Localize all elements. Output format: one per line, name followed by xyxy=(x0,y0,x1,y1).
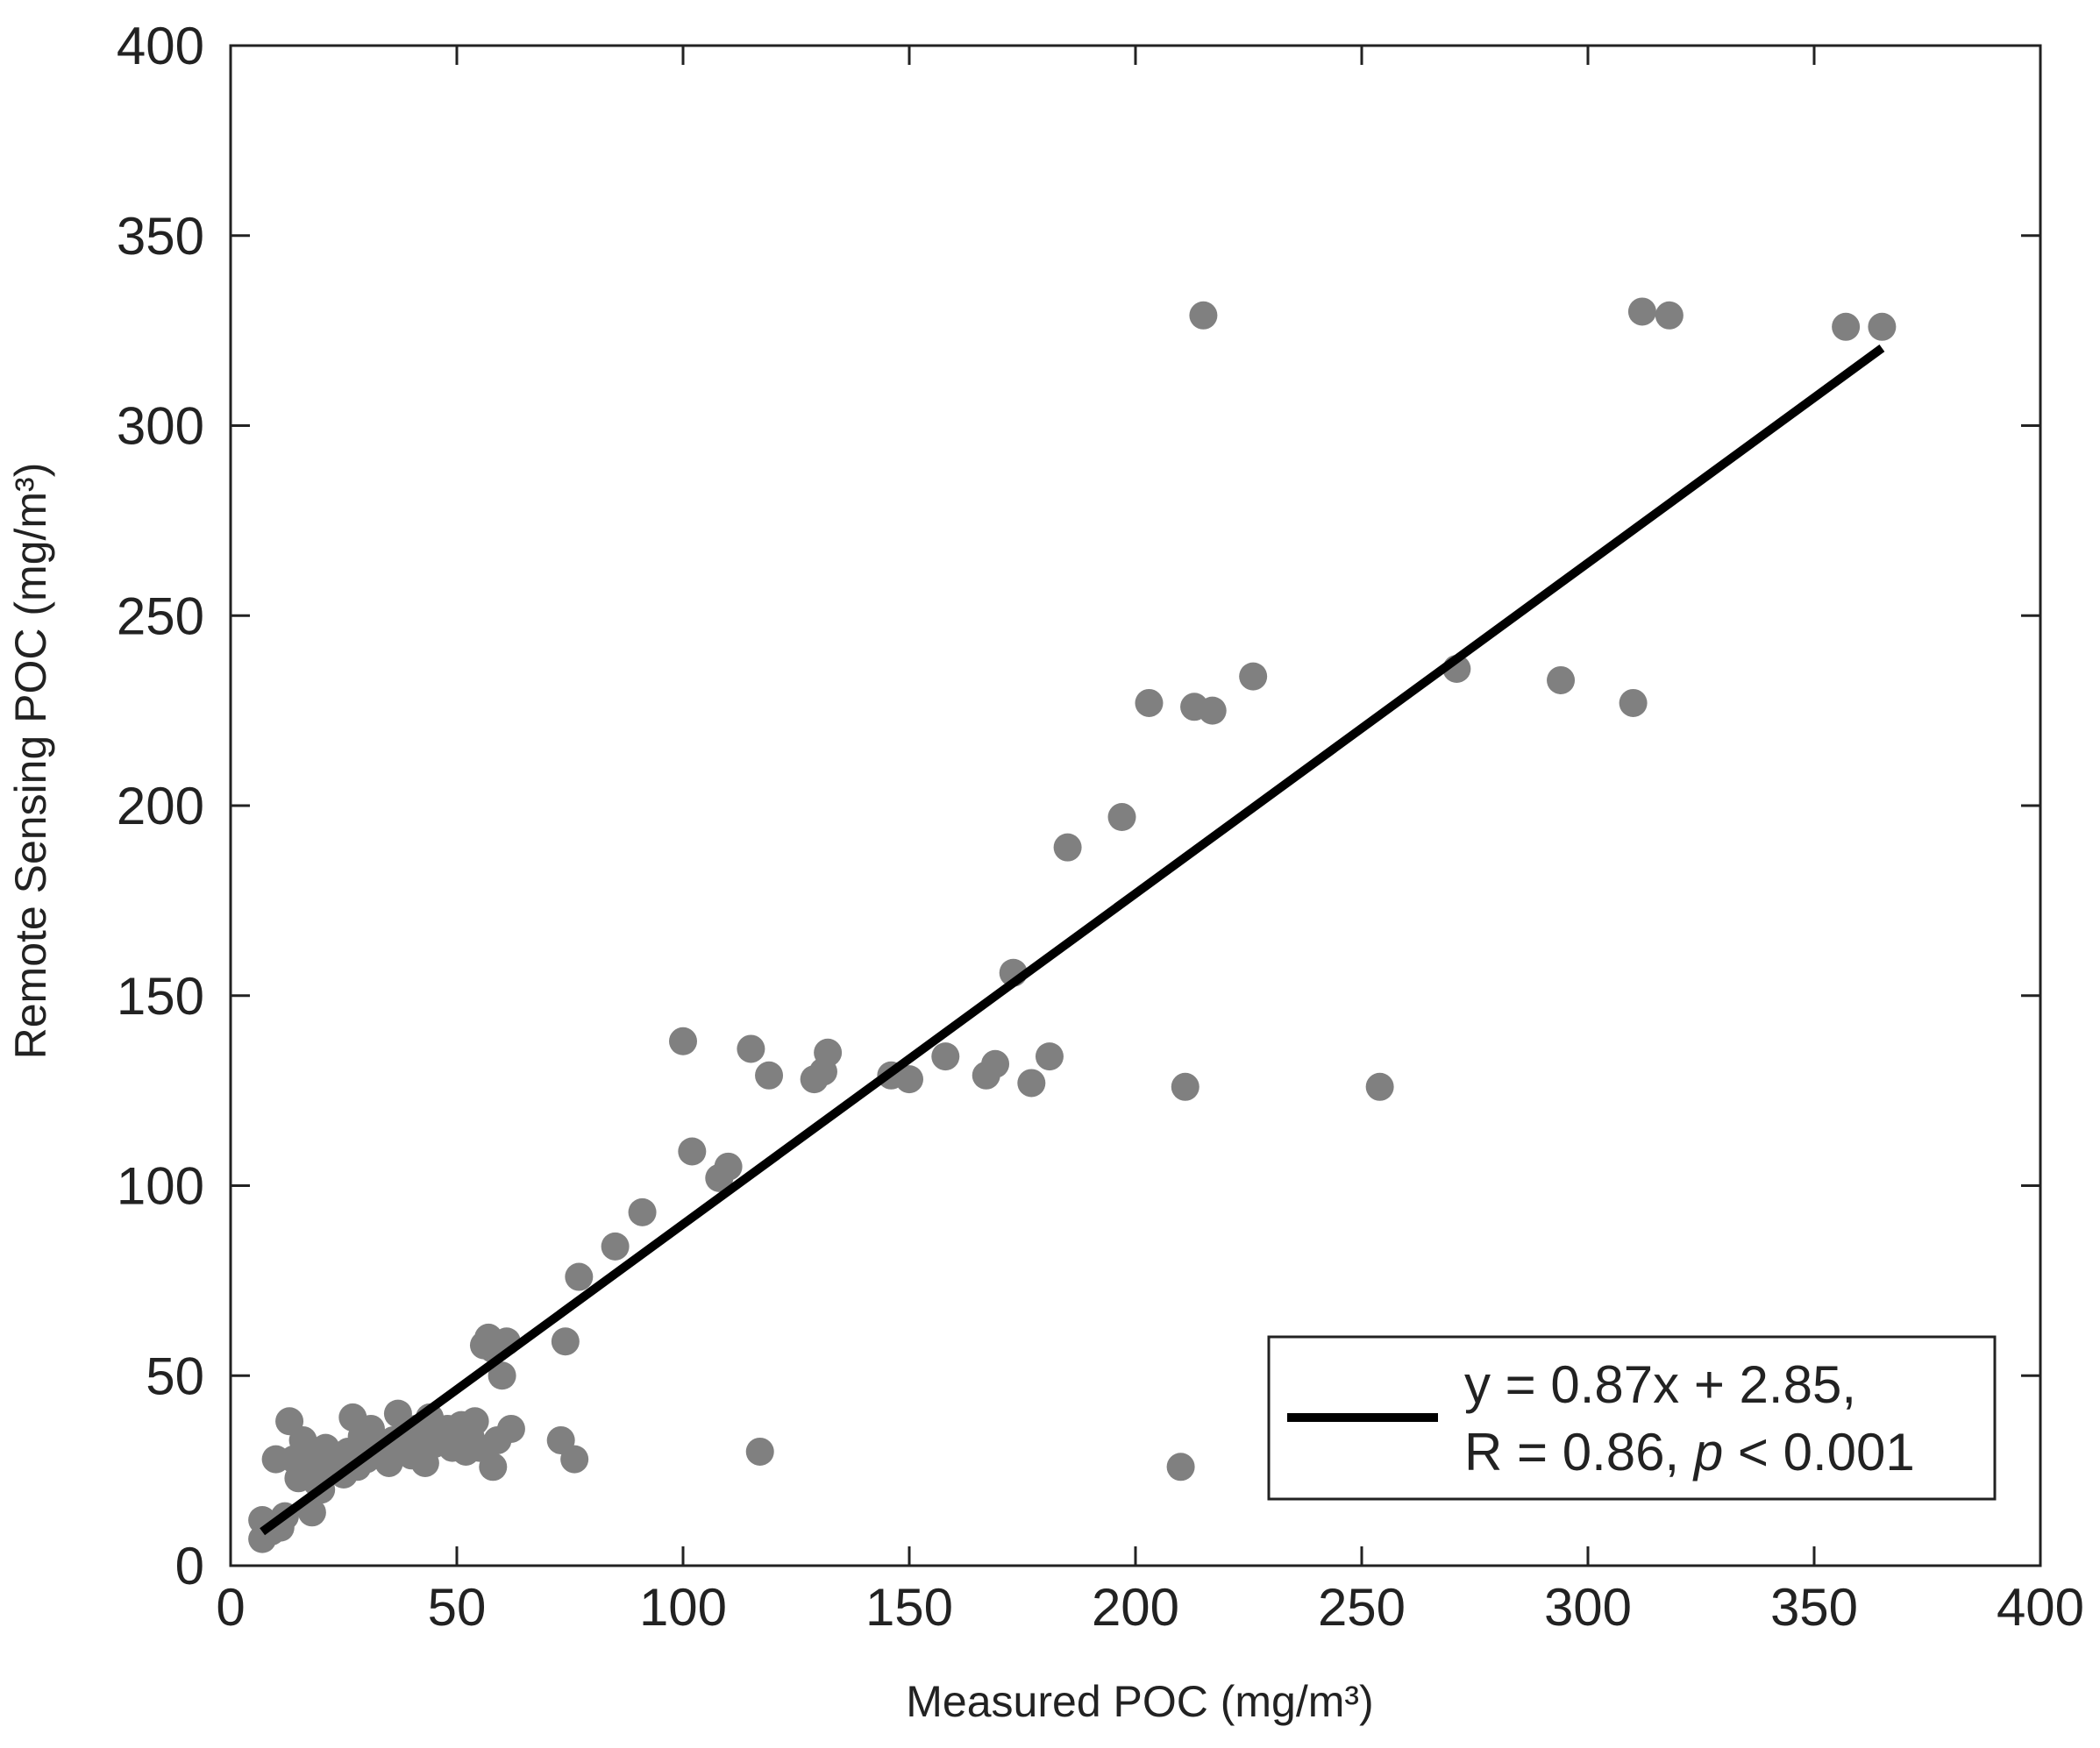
data-point xyxy=(981,1049,1010,1078)
data-point xyxy=(1547,665,1576,694)
data-point xyxy=(1365,1072,1394,1101)
y-tick-label: 0 xyxy=(175,1537,204,1595)
data-point xyxy=(1198,696,1227,725)
data-point xyxy=(1239,662,1268,691)
y-tick-label: 100 xyxy=(117,1157,204,1216)
data-point xyxy=(1655,301,1684,330)
x-tick-label: 100 xyxy=(639,1578,727,1637)
data-point xyxy=(1189,301,1218,330)
legend-r-value: R = 0.86, xyxy=(1464,1423,1694,1482)
data-point xyxy=(737,1034,765,1063)
data-point xyxy=(678,1137,707,1166)
y-tick-label: 150 xyxy=(117,967,204,1026)
data-point xyxy=(1135,688,1164,717)
data-point xyxy=(931,1042,960,1071)
data-point xyxy=(1017,1069,1046,1098)
y-tick-label: 200 xyxy=(117,777,204,835)
data-point xyxy=(714,1152,743,1181)
data-point xyxy=(488,1361,516,1390)
x-tick-label: 400 xyxy=(1997,1578,2084,1637)
data-point xyxy=(1107,803,1136,832)
data-point xyxy=(745,1437,774,1466)
data-point xyxy=(479,1453,508,1482)
x-tick-label: 300 xyxy=(1544,1578,1632,1637)
data-point xyxy=(1627,297,1656,326)
y-tick-label: 50 xyxy=(146,1347,204,1405)
tick-labels: 0 50 100 150 200 250 300 350 400 0 50 100 150 200 250 3… xyxy=(117,17,2084,1637)
y-tick-label: 250 xyxy=(117,586,204,645)
legend-statistics: R = 0.86, p < 0.001 xyxy=(1464,1423,1915,1482)
data-point xyxy=(1171,1072,1199,1101)
y-tick-label: 300 xyxy=(117,397,204,456)
data-points xyxy=(248,297,1897,1553)
legend-p-value: < 0.001 xyxy=(1723,1423,1915,1482)
x-tick-label: 50 xyxy=(428,1578,487,1637)
legend-p-symbol: p xyxy=(1692,1423,1723,1482)
y-tick-label: 350 xyxy=(117,207,204,266)
x-axis-title: Measured POC (mg/m³) xyxy=(906,1677,1373,1726)
data-point xyxy=(814,1038,843,1067)
x-tick-label: 250 xyxy=(1318,1578,1406,1637)
data-point xyxy=(1619,688,1648,717)
data-point xyxy=(1053,833,1082,862)
x-tick-label: 200 xyxy=(1092,1578,1179,1637)
data-point xyxy=(755,1061,784,1090)
data-point xyxy=(560,1445,589,1474)
data-point xyxy=(1166,1453,1195,1482)
data-point xyxy=(551,1327,580,1356)
legend: y = 0.87x + 2.85, R = 0.86, p < 0.001 xyxy=(1267,1335,1997,1501)
axis-ticks xyxy=(229,44,2042,1567)
x-tick-label: 0 xyxy=(216,1578,245,1637)
data-point xyxy=(565,1262,594,1291)
data-point xyxy=(1868,312,1897,341)
x-tick-label: 350 xyxy=(1770,1578,1858,1637)
data-point xyxy=(496,1414,525,1443)
data-point xyxy=(1832,312,1861,341)
regression-fit-line xyxy=(260,345,1885,1536)
data-point xyxy=(895,1065,923,1094)
data-point xyxy=(669,1027,697,1055)
data-point xyxy=(1035,1042,1064,1071)
legend-equation: y = 0.87x + 2.85, xyxy=(1464,1355,1856,1414)
data-point xyxy=(601,1232,630,1261)
x-tick-label: 150 xyxy=(865,1578,953,1637)
data-point xyxy=(460,1407,489,1436)
y-axis-title: Remote Sensing POC (mg/m³) xyxy=(6,463,55,1060)
y-tick-label: 400 xyxy=(117,17,204,75)
data-point xyxy=(628,1197,657,1226)
